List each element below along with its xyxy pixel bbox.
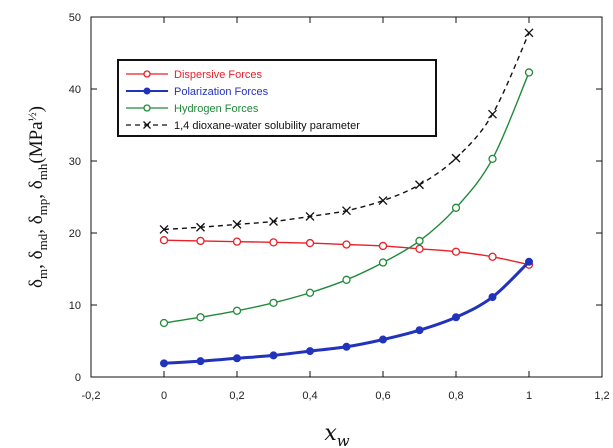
data-point (306, 347, 314, 356)
x-tick-label: 0 (161, 390, 167, 402)
data-point (196, 236, 205, 246)
legend-label: Polarization Forces (174, 86, 269, 98)
data-point (305, 211, 315, 221)
series-1 (160, 257, 533, 368)
data-point (342, 240, 351, 249)
series-3 (159, 28, 534, 234)
legend-box (117, 59, 437, 137)
x-tick-label: 0,6 (375, 390, 390, 402)
data-point (196, 313, 205, 322)
legend-label: Hydrogen Forces (174, 103, 259, 115)
y-tick-label: 40 (69, 84, 81, 96)
data-point (342, 206, 351, 216)
legend-entry: Polarization Forces (126, 86, 269, 98)
x-tick-label: 0,4 (302, 390, 317, 402)
legend-marker (143, 104, 151, 112)
data-point (378, 241, 388, 251)
data-point (233, 354, 241, 363)
data-point (488, 252, 497, 261)
legend-label: 1,4 dioxane-water solubility parameter (174, 120, 360, 132)
legend-entry: 1,4 dioxane-water solubility parameter (126, 120, 360, 132)
y-tick-label: 50 (69, 12, 81, 24)
y-tick-label: 0 (75, 372, 81, 384)
data-point (524, 68, 534, 77)
data-point (451, 153, 461, 163)
data-point (415, 180, 424, 190)
data-point (196, 222, 205, 232)
data-point (196, 357, 205, 366)
data-point (269, 351, 278, 360)
data-point (488, 154, 497, 163)
data-point (232, 306, 242, 315)
x-tick-label: 0,8 (448, 390, 463, 402)
y-axis-label-text: δm, δmd, δmp, δmh(MPa½) (25, 106, 50, 288)
legend-entry: Hydrogen Forces (126, 103, 259, 115)
data-point (159, 318, 169, 328)
x-tick-label: 1 (526, 390, 532, 402)
x-tick-label: -0,2 (82, 390, 101, 402)
y-tick-label: 10 (69, 300, 81, 312)
data-point (452, 313, 460, 322)
data-point (305, 288, 315, 297)
data-point (451, 203, 461, 212)
y-axis-label: δm, δmd, δmp, δmh(MPa½) (25, 106, 50, 288)
data-point (451, 247, 461, 256)
data-point (342, 342, 351, 351)
legend: Dispersive Forces Polarization Forces Hydr… (117, 59, 437, 137)
data-point (232, 237, 242, 246)
series-layer (159, 28, 534, 368)
data-point (415, 326, 424, 335)
y-tick-label: 30 (69, 156, 81, 168)
data-point (269, 217, 278, 226)
data-point (525, 257, 533, 266)
legend-entry: Dispersive Forces (126, 69, 263, 81)
legend-marker (143, 87, 151, 95)
data-point (378, 258, 388, 267)
data-point (159, 224, 169, 234)
data-point (378, 196, 388, 206)
data-point (232, 219, 242, 229)
legend-label: Dispersive Forces (174, 69, 263, 81)
data-point (159, 236, 169, 245)
series-0 (159, 236, 534, 269)
data-point (415, 244, 424, 253)
data-point (379, 335, 387, 344)
series-2 (159, 68, 534, 328)
data-point (160, 359, 168, 368)
data-point (524, 28, 534, 38)
legend-marker (143, 121, 151, 129)
legend-items: Dispersive Forces Polarization Forces Hydr… (126, 69, 360, 132)
data-point (488, 109, 497, 119)
y-axis-ticks: 0 10 20 30 40 50 (69, 12, 602, 384)
data-point (269, 298, 278, 307)
legend-marker (143, 70, 151, 78)
x-axis-label: xw (324, 421, 349, 448)
data-point (269, 238, 278, 247)
data-point (488, 293, 497, 302)
x-tick-label: 1,2 (594, 390, 609, 402)
y-tick-label: 20 (69, 228, 81, 240)
x-axis-ticks: -0,2 0 0,2 0,4 0,6 0,8 1 1,2 (82, 17, 610, 402)
data-point (415, 236, 424, 246)
plot-area (90, 16, 603, 378)
x-tick-label: 0,2 (229, 390, 244, 402)
data-point (342, 275, 351, 284)
data-point (305, 238, 315, 248)
x-axis-label-text: xw (324, 421, 349, 448)
